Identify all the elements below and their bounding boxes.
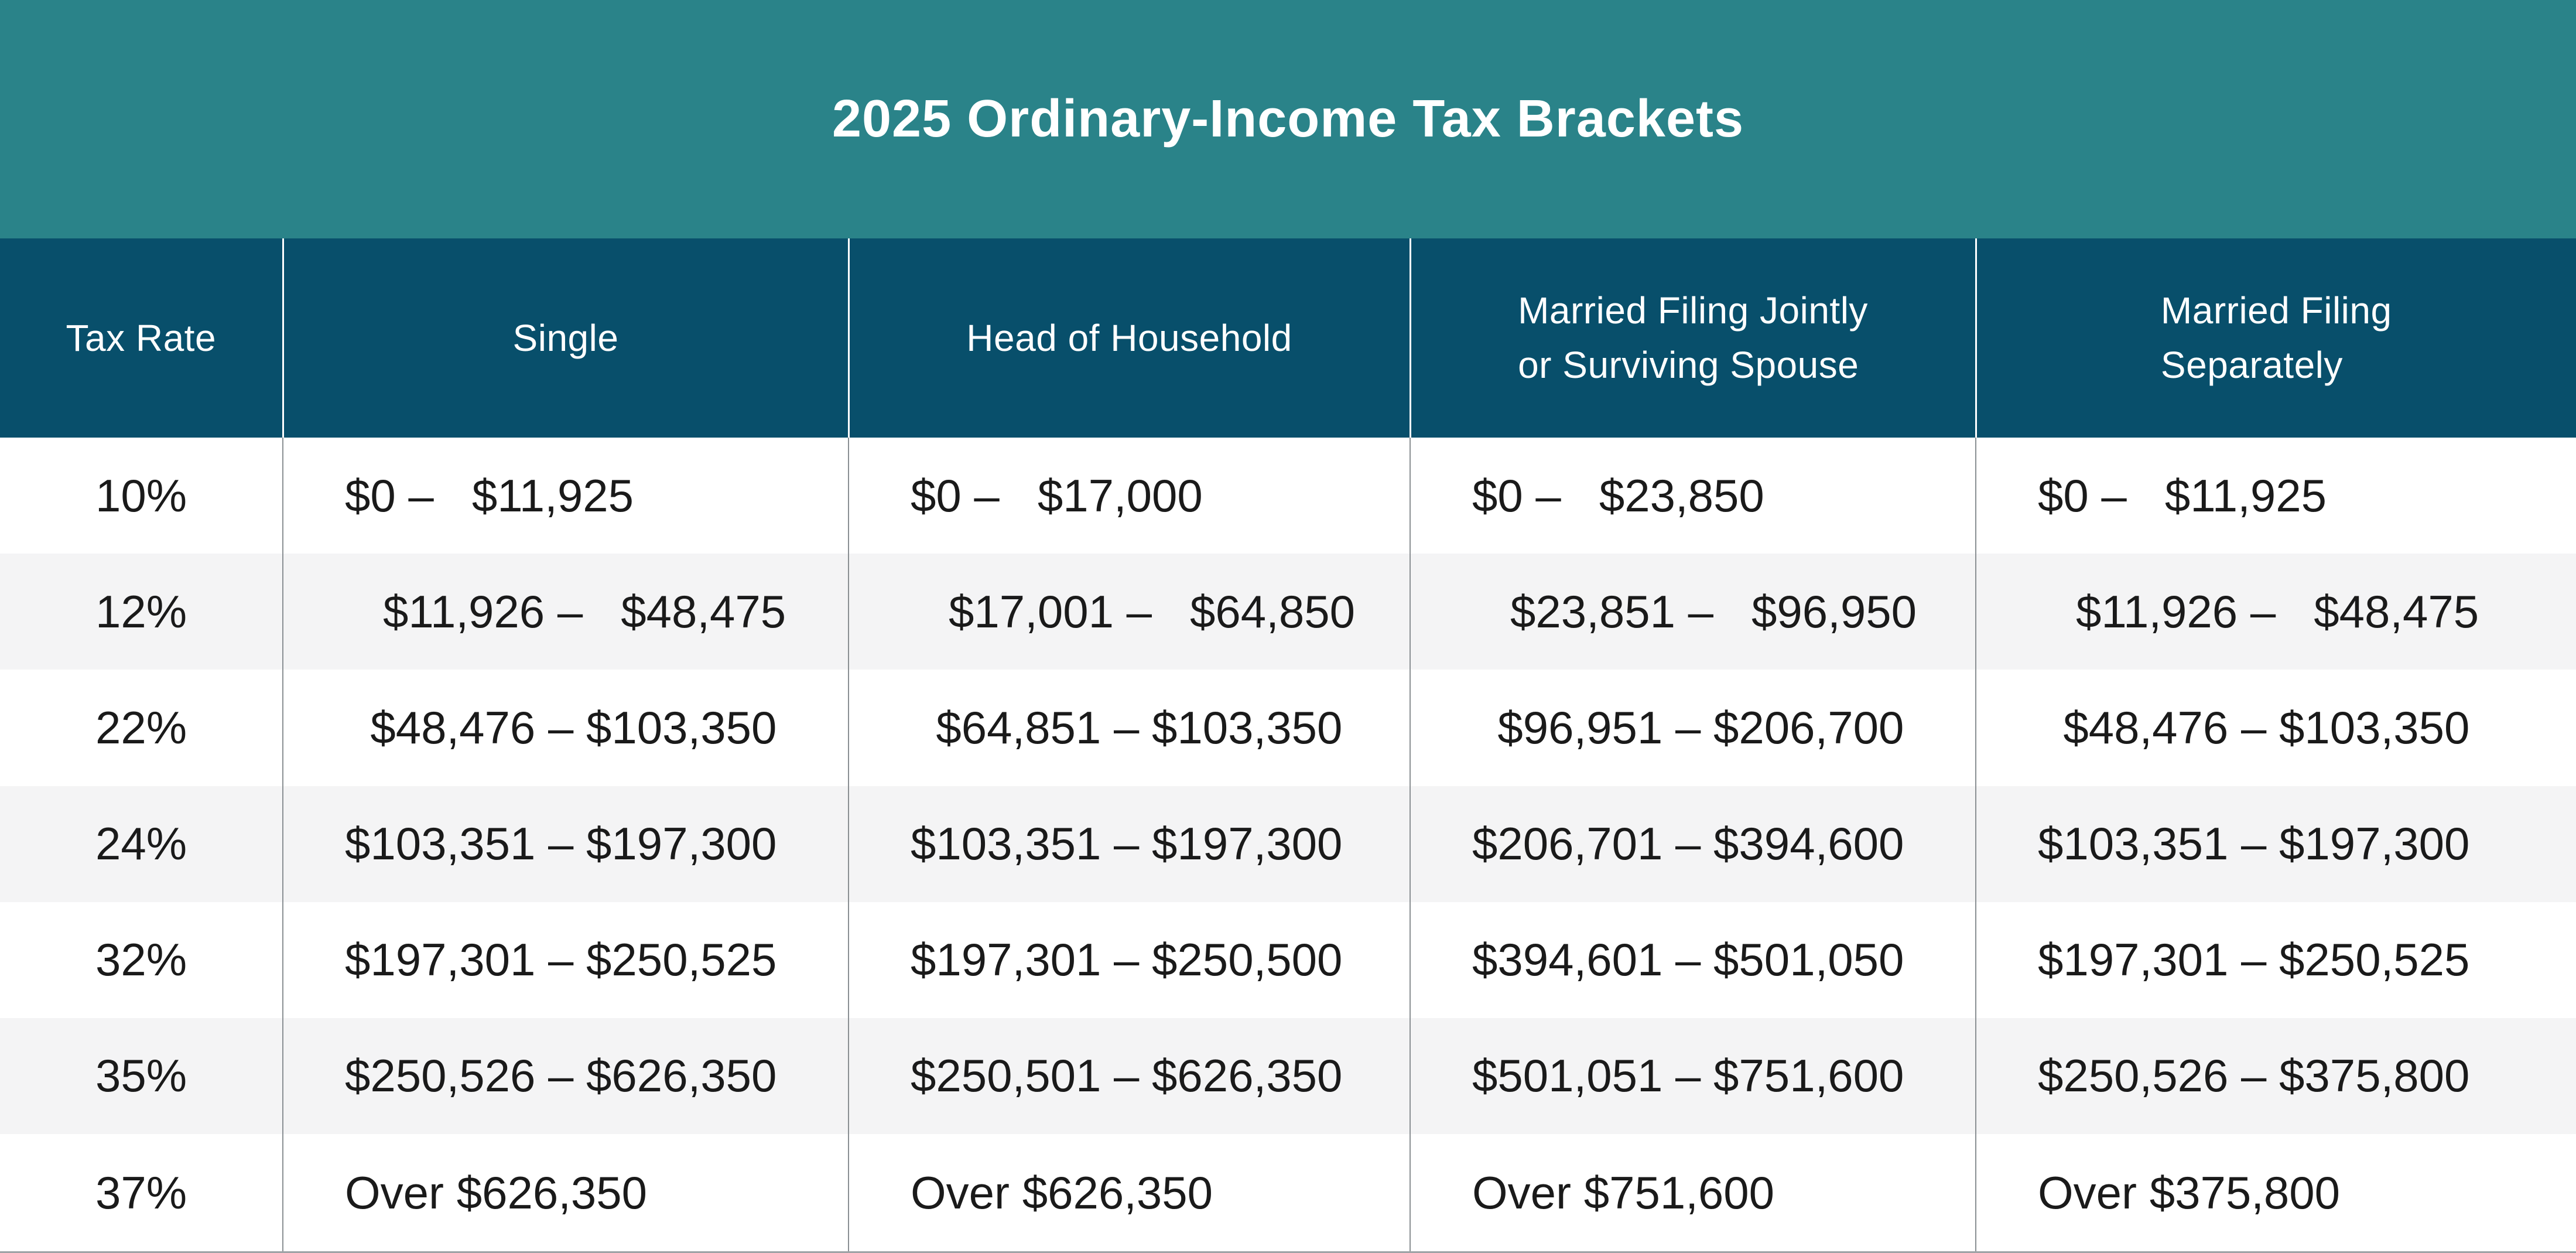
bracket-cell-single: $11,926 – $48,475 xyxy=(282,554,849,670)
table-row: 12% $11,926 – $48,475 $17,001 – $64,850 … xyxy=(0,554,2576,670)
tax-brackets-table: Tax Rate Single Head of Household Marrie… xyxy=(0,238,2576,1253)
col-header-married-filing-jointly: Married Filing Jointly or Surviving Spou… xyxy=(1409,238,1976,438)
col-header-label: Single xyxy=(512,316,619,359)
col-header-label: Married Filing Jointly or Surviving Spou… xyxy=(1518,289,1868,386)
bracket-cell-hoh: $64,851 – $103,350 xyxy=(848,670,1410,786)
bracket-cell-single: Over $626,350 xyxy=(282,1134,849,1252)
bracket-cell-mfs: $48,476 – $103,350 xyxy=(1975,670,2576,786)
bracket-cell-mfj: $96,951 – $206,700 xyxy=(1410,670,1976,786)
col-header-head-of-household: Head of Household xyxy=(847,238,1410,438)
col-header-label: Married Filing Separately xyxy=(2160,289,2392,386)
tax-rate-cell: 35% xyxy=(0,1018,283,1135)
tax-rate-cell: 10% xyxy=(0,438,283,554)
bracket-cell-mfj: $394,601 – $501,050 xyxy=(1410,902,1976,1018)
page-title: 2025 Ordinary-Income Tax Brackets xyxy=(832,90,1744,148)
bracket-cell-hoh: $103,351 – $197,300 xyxy=(848,786,1410,902)
col-header-tax-rate: Tax Rate xyxy=(0,238,283,438)
header-row: Tax Rate Single Head of Household Marrie… xyxy=(0,238,2576,438)
bracket-cell-single: $0 – $11,925 xyxy=(282,438,849,554)
bracket-cell-mfj: $206,701 – $394,600 xyxy=(1410,786,1976,902)
table-body: 10% $0 – $11,925 $0 – $17,000 $0 – $23,8… xyxy=(0,438,2576,1252)
col-header-married-filing-separately: Married Filing Separately xyxy=(1975,238,2576,438)
bracket-cell-hoh: $250,501 – $626,350 xyxy=(848,1018,1410,1135)
table-row: 32% $197,301 – $250,525 $197,301 – $250,… xyxy=(0,902,2576,1018)
bracket-cell-single: $250,526 – $626,350 xyxy=(282,1018,849,1135)
bracket-cell-hoh: Over $626,350 xyxy=(848,1134,1410,1252)
title-banner: 2025 Ordinary-Income Tax Brackets xyxy=(0,0,2576,238)
col-header-label: Tax Rate xyxy=(66,316,217,359)
bracket-cell-mfs: $250,526 – $375,800 xyxy=(1975,1018,2576,1135)
bracket-cell-single: $48,476 – $103,350 xyxy=(282,670,849,786)
bracket-cell-hoh: $17,001 – $64,850 xyxy=(848,554,1410,670)
bracket-cell-mfs: $103,351 – $197,300 xyxy=(1975,786,2576,902)
bracket-cell-mfj: $23,851 – $96,950 xyxy=(1410,554,1976,670)
table-row: 37% Over $626,350 Over $626,350 Over $75… xyxy=(0,1134,2576,1252)
bracket-cell-hoh: $197,301 – $250,500 xyxy=(848,902,1410,1018)
tax-rate-cell: 37% xyxy=(0,1134,283,1252)
bracket-cell-single: $197,301 – $250,525 xyxy=(282,902,849,1018)
bracket-cell-mfj: Over $751,600 xyxy=(1410,1134,1976,1252)
col-header-single: Single xyxy=(282,238,849,438)
tax-rate-cell: 12% xyxy=(0,554,283,670)
bracket-cell-mfs: $11,926 – $48,475 xyxy=(1975,554,2576,670)
bracket-cell-mfs: $0 – $11,925 xyxy=(1975,438,2576,554)
table-row: 10% $0 – $11,925 $0 – $17,000 $0 – $23,8… xyxy=(0,438,2576,554)
table-header: Tax Rate Single Head of Household Marrie… xyxy=(0,238,2576,438)
bracket-cell-hoh: $0 – $17,000 xyxy=(848,438,1410,554)
tax-rate-cell: 32% xyxy=(0,902,283,1018)
tax-rate-cell: 24% xyxy=(0,786,283,902)
table-row: 35% $250,526 – $626,350 $250,501 – $626,… xyxy=(0,1018,2576,1135)
bracket-cell-mfs: $197,301 – $250,525 xyxy=(1975,902,2576,1018)
bracket-cell-mfs: Over $375,800 xyxy=(1975,1134,2576,1252)
bracket-cell-mfj: $501,051 – $751,600 xyxy=(1410,1018,1976,1135)
bracket-cell-single: $103,351 – $197,300 xyxy=(282,786,849,902)
bracket-cell-mfj: $0 – $23,850 xyxy=(1410,438,1976,554)
col-header-label: Head of Household xyxy=(966,316,1292,359)
table-row: 22% $48,476 – $103,350 $64,851 – $103,35… xyxy=(0,670,2576,786)
table-row: 24% $103,351 – $197,300 $103,351 – $197,… xyxy=(0,786,2576,902)
tax-rate-cell: 22% xyxy=(0,670,283,786)
